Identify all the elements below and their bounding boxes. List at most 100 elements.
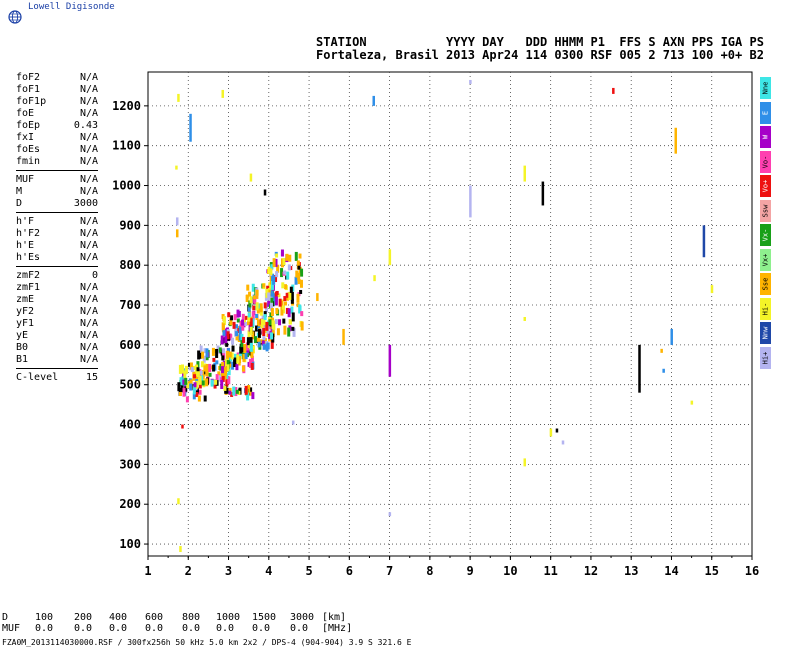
echo-point [267, 266, 271, 274]
echo-point [247, 316, 251, 322]
echo-streak [710, 285, 714, 294]
echo-point [236, 327, 240, 333]
echo-point [248, 291, 252, 297]
echo-point [227, 312, 231, 318]
echo-point [230, 352, 234, 360]
param-row: foF1 N/A [16, 84, 98, 96]
param-label: foEs [16, 144, 41, 155]
echo-point [268, 282, 272, 291]
echo-point [251, 331, 255, 340]
echo-point [237, 311, 241, 318]
echo-point [237, 361, 241, 366]
echo-point [208, 363, 212, 372]
echo-point [184, 377, 188, 385]
echo-point [261, 340, 265, 346]
echo-point [248, 358, 252, 368]
param-label: fmin [16, 156, 41, 167]
echo-streak [561, 440, 565, 445]
echo-point [255, 302, 259, 311]
echo-point [186, 383, 190, 389]
param-row: h'F N/A [16, 216, 98, 228]
echo-point [297, 265, 301, 270]
legend-item: Hi- [760, 297, 771, 320]
echo-point [232, 321, 236, 329]
param-row: yF1 N/A [16, 318, 98, 330]
param-label: yF1 [16, 318, 35, 329]
echo-point [244, 322, 248, 327]
echo-point [210, 379, 214, 387]
echo-point [294, 276, 298, 285]
echo-point [290, 298, 294, 304]
echo-point [199, 345, 203, 353]
echo-point [246, 284, 250, 291]
echo-point [270, 264, 274, 270]
param-separator [16, 266, 98, 267]
globe-icon [8, 10, 22, 24]
echo-point [245, 342, 249, 351]
legend-label: Nnw [761, 326, 769, 340]
echo-streak [388, 249, 392, 266]
x-tick-label: 14 [664, 564, 678, 578]
echo-point [230, 391, 234, 397]
x-tick-label: 7 [386, 564, 393, 578]
echo-point [238, 352, 242, 357]
echo-point [282, 318, 286, 324]
echo-point [263, 311, 267, 318]
legend-item: Nne [760, 77, 771, 99]
echo-point [288, 254, 292, 262]
echo-point [270, 308, 274, 317]
echo-point [262, 283, 266, 288]
echo-point [232, 386, 236, 396]
echo-point [250, 355, 254, 362]
echo-point [272, 275, 276, 285]
footer-cell: 0.0 [252, 623, 271, 634]
echo-point [276, 328, 280, 336]
echo-point [277, 293, 281, 298]
param-row: yF2 N/A [16, 306, 98, 318]
echo-point [248, 300, 252, 308]
echo-point [224, 358, 228, 368]
echo-point [208, 372, 212, 377]
echo-point [294, 251, 298, 261]
footer-cell: 0.0 [145, 623, 164, 634]
echo-point [181, 364, 185, 374]
param-label: fxI [16, 132, 35, 143]
echo-point [238, 325, 242, 333]
param-value: 0 [91, 270, 98, 281]
echo-point [298, 253, 302, 259]
param-row: foF1p N/A [16, 96, 98, 108]
param-label: yF2 [16, 306, 35, 317]
param-row: foEp 0.43 [16, 120, 98, 132]
echo-point [178, 387, 182, 396]
param-row: zmF2 0 [16, 270, 98, 282]
echo-point [203, 395, 207, 402]
echo-point [283, 296, 287, 302]
echo-point [237, 390, 241, 395]
echo-point [196, 361, 200, 368]
echo-point [274, 291, 278, 299]
param-value: N/A [79, 330, 98, 341]
echo-point [272, 293, 276, 302]
param-label: foE [16, 108, 35, 119]
param-label: h'F [16, 216, 35, 227]
echo-streak [662, 368, 665, 373]
echo-point [257, 340, 261, 348]
echo-streak [469, 185, 472, 218]
echo-point [234, 324, 238, 329]
echo-point [288, 320, 292, 325]
echo-point [271, 320, 275, 330]
legend-item: Sse [760, 273, 771, 295]
echo-point [252, 305, 256, 311]
echo-point [201, 351, 205, 359]
echo-point [228, 333, 232, 340]
echo-point [240, 333, 244, 342]
echo-streak [175, 165, 178, 170]
echo-point [180, 385, 184, 393]
y-tick-label: 1000 [112, 179, 141, 193]
echo-point [198, 389, 202, 395]
x-tick-label: 8 [426, 564, 433, 578]
echo-point [229, 318, 233, 326]
echo-point [268, 319, 272, 326]
echo-streak [541, 181, 545, 206]
echo-point [285, 307, 289, 314]
